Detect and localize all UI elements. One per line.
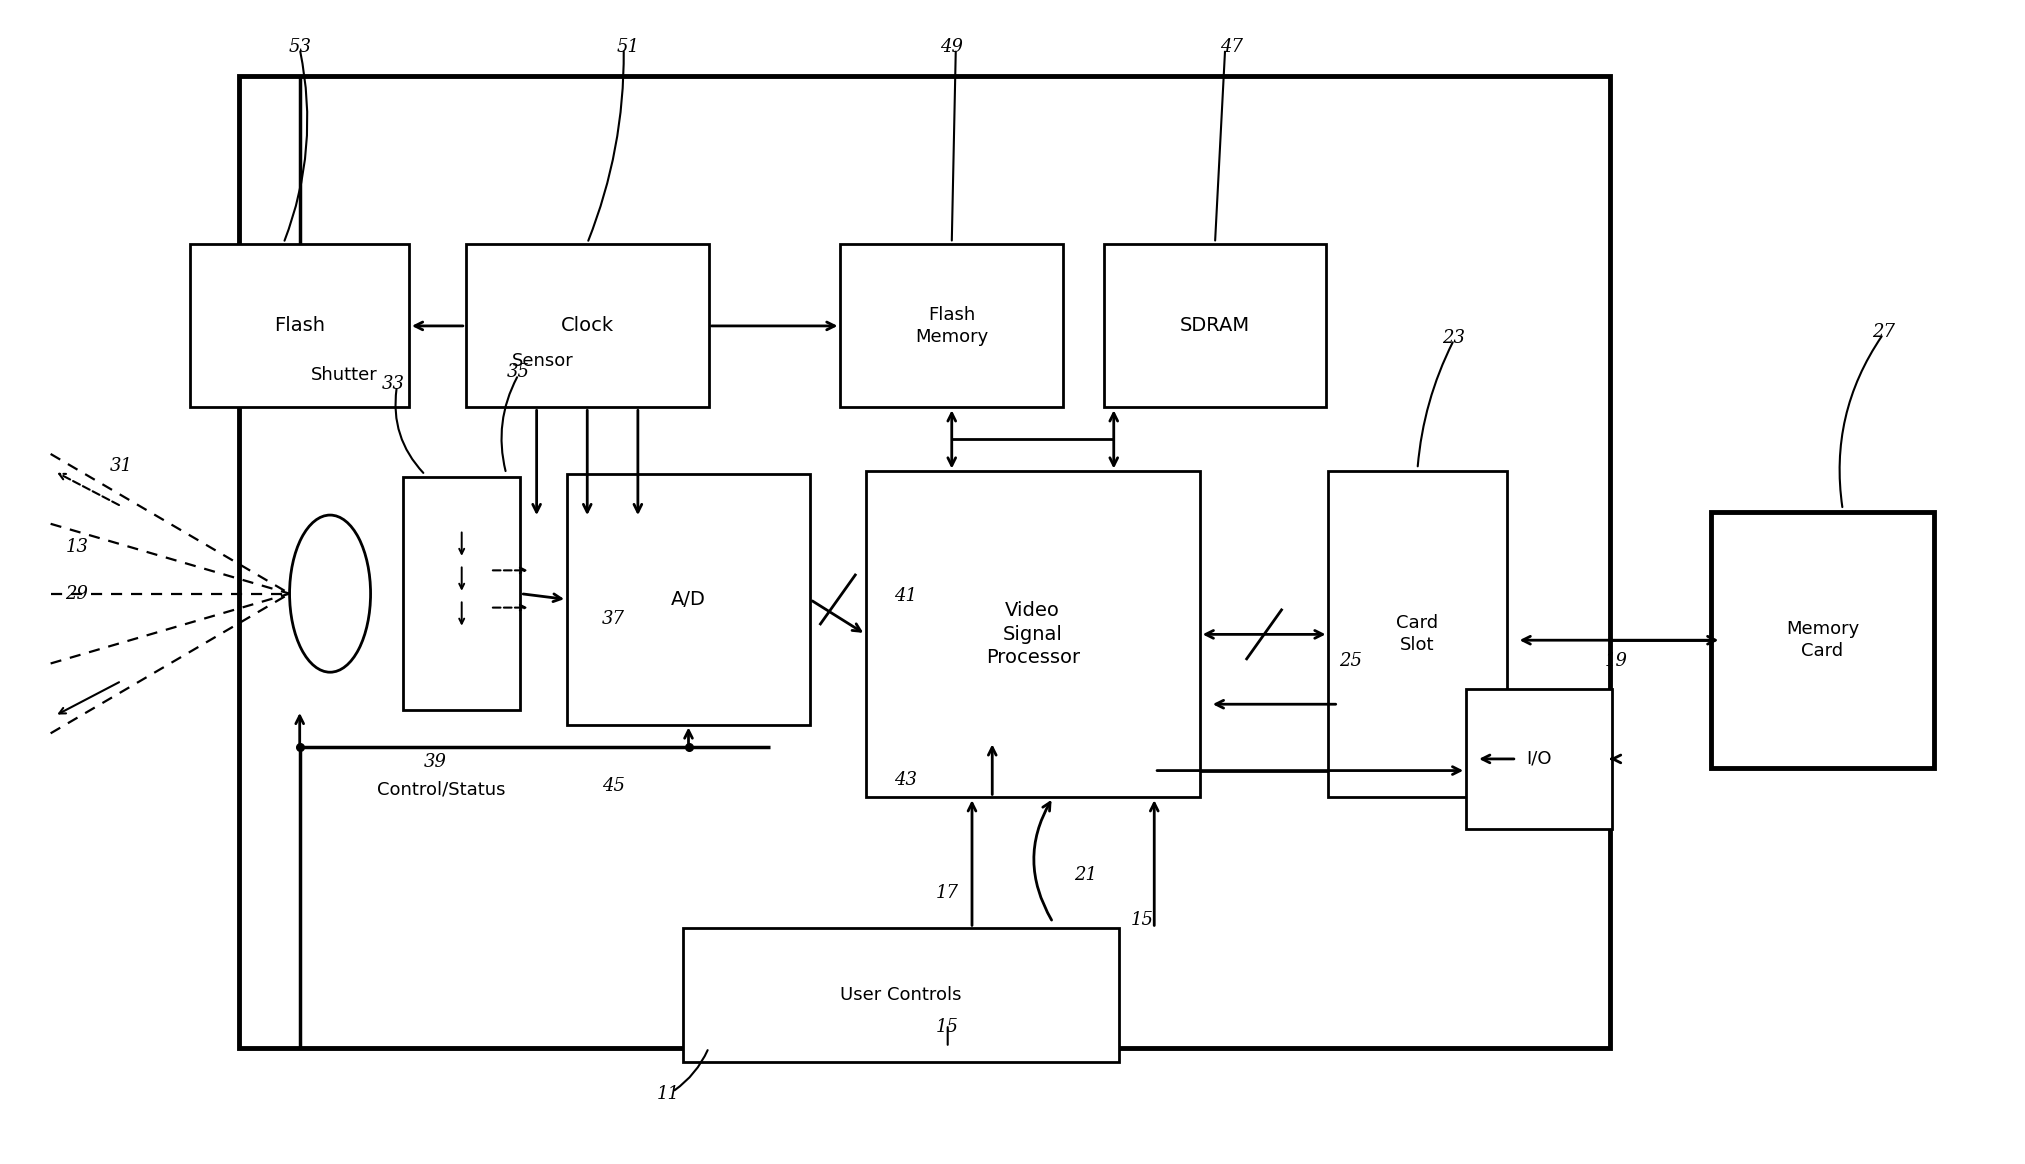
- FancyBboxPatch shape: [684, 929, 1118, 1062]
- Ellipse shape: [290, 514, 371, 673]
- FancyBboxPatch shape: [466, 244, 709, 407]
- Text: SDRAM: SDRAM: [1181, 317, 1249, 335]
- Text: 27: 27: [1871, 322, 1895, 341]
- Text: 15: 15: [1130, 910, 1154, 929]
- Text: 11: 11: [656, 1085, 680, 1103]
- Text: Flash: Flash: [273, 317, 326, 335]
- FancyBboxPatch shape: [1466, 689, 1612, 829]
- Text: 31: 31: [109, 456, 134, 475]
- Text: 29: 29: [65, 584, 89, 603]
- Text: 51: 51: [616, 37, 640, 56]
- Text: 13: 13: [65, 538, 89, 556]
- Text: 17: 17: [936, 883, 960, 902]
- FancyBboxPatch shape: [567, 475, 810, 724]
- Text: 43: 43: [893, 771, 917, 789]
- Text: 15: 15: [936, 1017, 960, 1036]
- Text: 21: 21: [1073, 866, 1098, 885]
- Text: 49: 49: [940, 37, 964, 56]
- FancyBboxPatch shape: [1711, 512, 1934, 768]
- Text: Card
Slot: Card Slot: [1397, 615, 1438, 654]
- Text: Sensor: Sensor: [512, 352, 573, 370]
- Text: 37: 37: [601, 610, 626, 629]
- Text: 47: 47: [1219, 37, 1243, 56]
- Text: User Controls: User Controls: [840, 986, 962, 1005]
- FancyBboxPatch shape: [1328, 471, 1507, 797]
- Text: 53: 53: [288, 37, 312, 56]
- Text: Memory
Card: Memory Card: [1786, 620, 1859, 660]
- Text: 33: 33: [381, 375, 405, 393]
- Text: 19: 19: [1604, 652, 1628, 670]
- Text: Video
Signal
Processor: Video Signal Processor: [986, 602, 1079, 667]
- Text: 41: 41: [893, 587, 917, 605]
- Text: Flash
Memory: Flash Memory: [915, 306, 988, 346]
- Text: 25: 25: [1339, 652, 1363, 670]
- FancyBboxPatch shape: [239, 76, 1610, 1048]
- Text: Shutter: Shutter: [312, 365, 377, 384]
- FancyBboxPatch shape: [867, 471, 1199, 797]
- Text: 23: 23: [1442, 328, 1466, 347]
- Text: A/D: A/D: [670, 590, 707, 609]
- Text: 35: 35: [506, 363, 531, 382]
- Text: Control/Status: Control/Status: [377, 780, 506, 799]
- Text: Clock: Clock: [561, 317, 614, 335]
- Text: I/O: I/O: [1527, 750, 1551, 768]
- FancyBboxPatch shape: [190, 244, 409, 407]
- FancyBboxPatch shape: [1104, 244, 1326, 407]
- Text: 45: 45: [601, 776, 626, 795]
- FancyBboxPatch shape: [403, 477, 520, 710]
- FancyBboxPatch shape: [840, 244, 1063, 407]
- Text: 39: 39: [423, 753, 448, 772]
